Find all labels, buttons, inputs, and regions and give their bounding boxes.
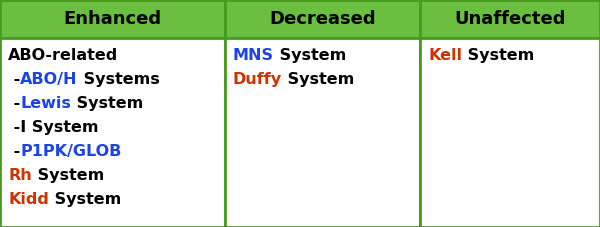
Bar [0,0,225,38]
Text: Duffy: Duffy [233,72,282,87]
Text: Lewis: Lewis [20,96,71,111]
Bar [420,38,600,227]
Text: Kidd: Kidd [8,192,49,207]
Text: -I System: -I System [8,120,98,135]
Text: Unaffected: Unaffected [454,10,566,28]
Text: System: System [71,96,143,111]
Text: -: - [8,72,20,87]
Text: System: System [282,72,355,87]
Text: System: System [49,192,121,207]
Bar [0,38,225,227]
Text: System: System [274,48,346,63]
Text: System: System [462,48,534,63]
Text: P1PK/GLOB: P1PK/GLOB [20,144,122,159]
Bar [420,0,600,38]
Text: -: - [8,96,20,111]
Text: MNS: MNS [233,48,274,63]
Bar [225,38,420,227]
Text: Kell: Kell [428,48,462,63]
Text: ABO/H: ABO/H [20,72,78,87]
Text: Decreased: Decreased [269,10,376,28]
Text: Enhanced: Enhanced [64,10,161,28]
Text: System: System [32,168,104,183]
Text: Systems: Systems [78,72,160,87]
Text: ABO-related: ABO-related [8,48,118,63]
Text: Rh: Rh [8,168,32,183]
Text: -: - [8,144,20,159]
Bar [225,0,420,38]
